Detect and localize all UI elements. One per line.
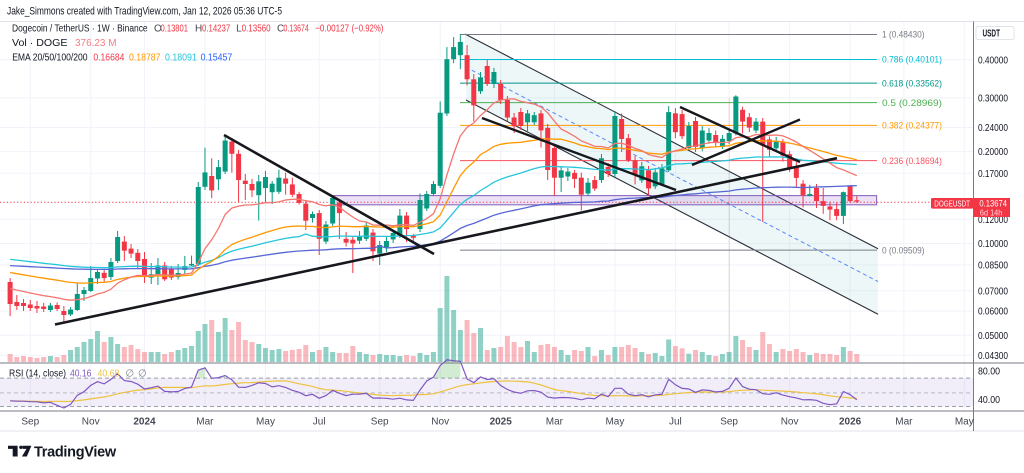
- svg-text:0.13560: 0.13560: [242, 24, 271, 35]
- svg-text:Nov: Nov: [781, 417, 799, 428]
- svg-text:Mar: Mar: [196, 417, 214, 428]
- svg-text:Nov: Nov: [82, 417, 100, 428]
- svg-text:0.13674: 0.13674: [284, 24, 310, 35]
- svg-text:0 (0.09509): 0 (0.09509): [882, 245, 925, 255]
- svg-text:80.00: 80.00: [978, 366, 1000, 377]
- svg-text:0.5 (0.28969): 0.5 (0.28969): [882, 98, 942, 108]
- svg-text:0.12000: 0.12000: [978, 215, 1008, 226]
- svg-text:0.18091: 0.18091: [165, 53, 197, 64]
- svg-text:Nov: Nov: [431, 417, 449, 428]
- svg-text:USDT: USDT: [983, 29, 1001, 40]
- svg-text:0.24000: 0.24000: [978, 123, 1008, 134]
- svg-text:Jake_Simmons created with Trad: Jake_Simmons created with TradingView.co…: [7, 6, 282, 18]
- svg-text:376.23 M: 376.23 M: [75, 38, 117, 49]
- svg-text:0.15457: 0.15457: [201, 53, 233, 64]
- svg-text:Dogecoin / TetherUS · 1W · Bin: Dogecoin / TetherUS · 1W · Binance: [12, 24, 148, 35]
- svg-text:∅: ∅: [125, 369, 134, 380]
- svg-text:0.04300: 0.04300: [978, 351, 1008, 362]
- svg-text:0.13674: 0.13674: [979, 199, 1007, 209]
- svg-text:2026: 2026: [839, 417, 862, 428]
- svg-text:Jul: Jul: [669, 417, 682, 428]
- svg-text:0.30000: 0.30000: [978, 94, 1008, 105]
- svg-text:40.16: 40.16: [70, 369, 92, 380]
- svg-text:Mar: Mar: [546, 417, 564, 428]
- svg-text:Sep: Sep: [371, 417, 389, 428]
- svg-text:(−0.92%): (−0.92%): [352, 24, 384, 35]
- svg-text:2024: 2024: [133, 417, 156, 428]
- svg-text:Vol · DOGE: Vol · DOGE: [12, 38, 68, 49]
- svg-text:0.18787: 0.18787: [129, 53, 161, 64]
- svg-text:0.08500: 0.08500: [978, 261, 1008, 272]
- svg-text:C: C: [277, 24, 284, 35]
- svg-text:1 (0.48430): 1 (0.48430): [882, 30, 925, 40]
- svg-text:∅: ∅: [138, 369, 147, 380]
- svg-text:0.17000: 0.17000: [978, 169, 1008, 180]
- svg-text:May: May: [605, 417, 624, 428]
- svg-text:0.05000: 0.05000: [978, 331, 1008, 342]
- svg-text:0.786 (0.40101): 0.786 (0.40101): [882, 55, 942, 65]
- svg-text:RSI (14, close): RSI (14, close): [9, 369, 66, 380]
- svg-text:0.236 (0.18694): 0.236 (0.18694): [882, 156, 942, 166]
- svg-text:Mar: Mar: [895, 417, 913, 428]
- svg-text:−0.00127: −0.00127: [315, 24, 349, 35]
- svg-text:0.618 (0.33562): 0.618 (0.33562): [882, 78, 942, 88]
- svg-text:6d 14h: 6d 14h: [980, 208, 1003, 218]
- svg-text:0.06000: 0.06000: [978, 307, 1008, 318]
- svg-text:2025: 2025: [490, 417, 513, 428]
- svg-text:0.20000: 0.20000: [978, 147, 1008, 158]
- svg-text:Sep: Sep: [720, 417, 738, 428]
- svg-text:0.382 (0.24377): 0.382 (0.24377): [882, 121, 942, 131]
- svg-text:O: O: [154, 24, 162, 35]
- svg-text:L: L: [236, 24, 242, 35]
- svg-text:H: H: [195, 24, 202, 35]
- svg-text:DOGEUSDT: DOGEUSDT: [934, 199, 970, 209]
- svg-text:May: May: [256, 417, 275, 428]
- svg-text:Jul: Jul: [313, 417, 326, 428]
- svg-text:0.16684: 0.16684: [93, 53, 124, 64]
- svg-text:0.10000: 0.10000: [978, 239, 1008, 250]
- svg-text:TradingView: TradingView: [34, 445, 117, 461]
- svg-text:0.13801: 0.13801: [161, 24, 189, 35]
- svg-text:40.00: 40.00: [978, 395, 1000, 406]
- svg-text:0.40000: 0.40000: [978, 55, 1008, 66]
- svg-text:May: May: [955, 417, 974, 428]
- svg-text:0.14237: 0.14237: [202, 24, 231, 35]
- svg-text:0.07000: 0.07000: [978, 286, 1008, 297]
- svg-text:EMA 20/50/100/200: EMA 20/50/100/200: [12, 53, 88, 64]
- svg-text:40.68: 40.68: [98, 369, 120, 380]
- svg-text:Sep: Sep: [21, 417, 39, 428]
